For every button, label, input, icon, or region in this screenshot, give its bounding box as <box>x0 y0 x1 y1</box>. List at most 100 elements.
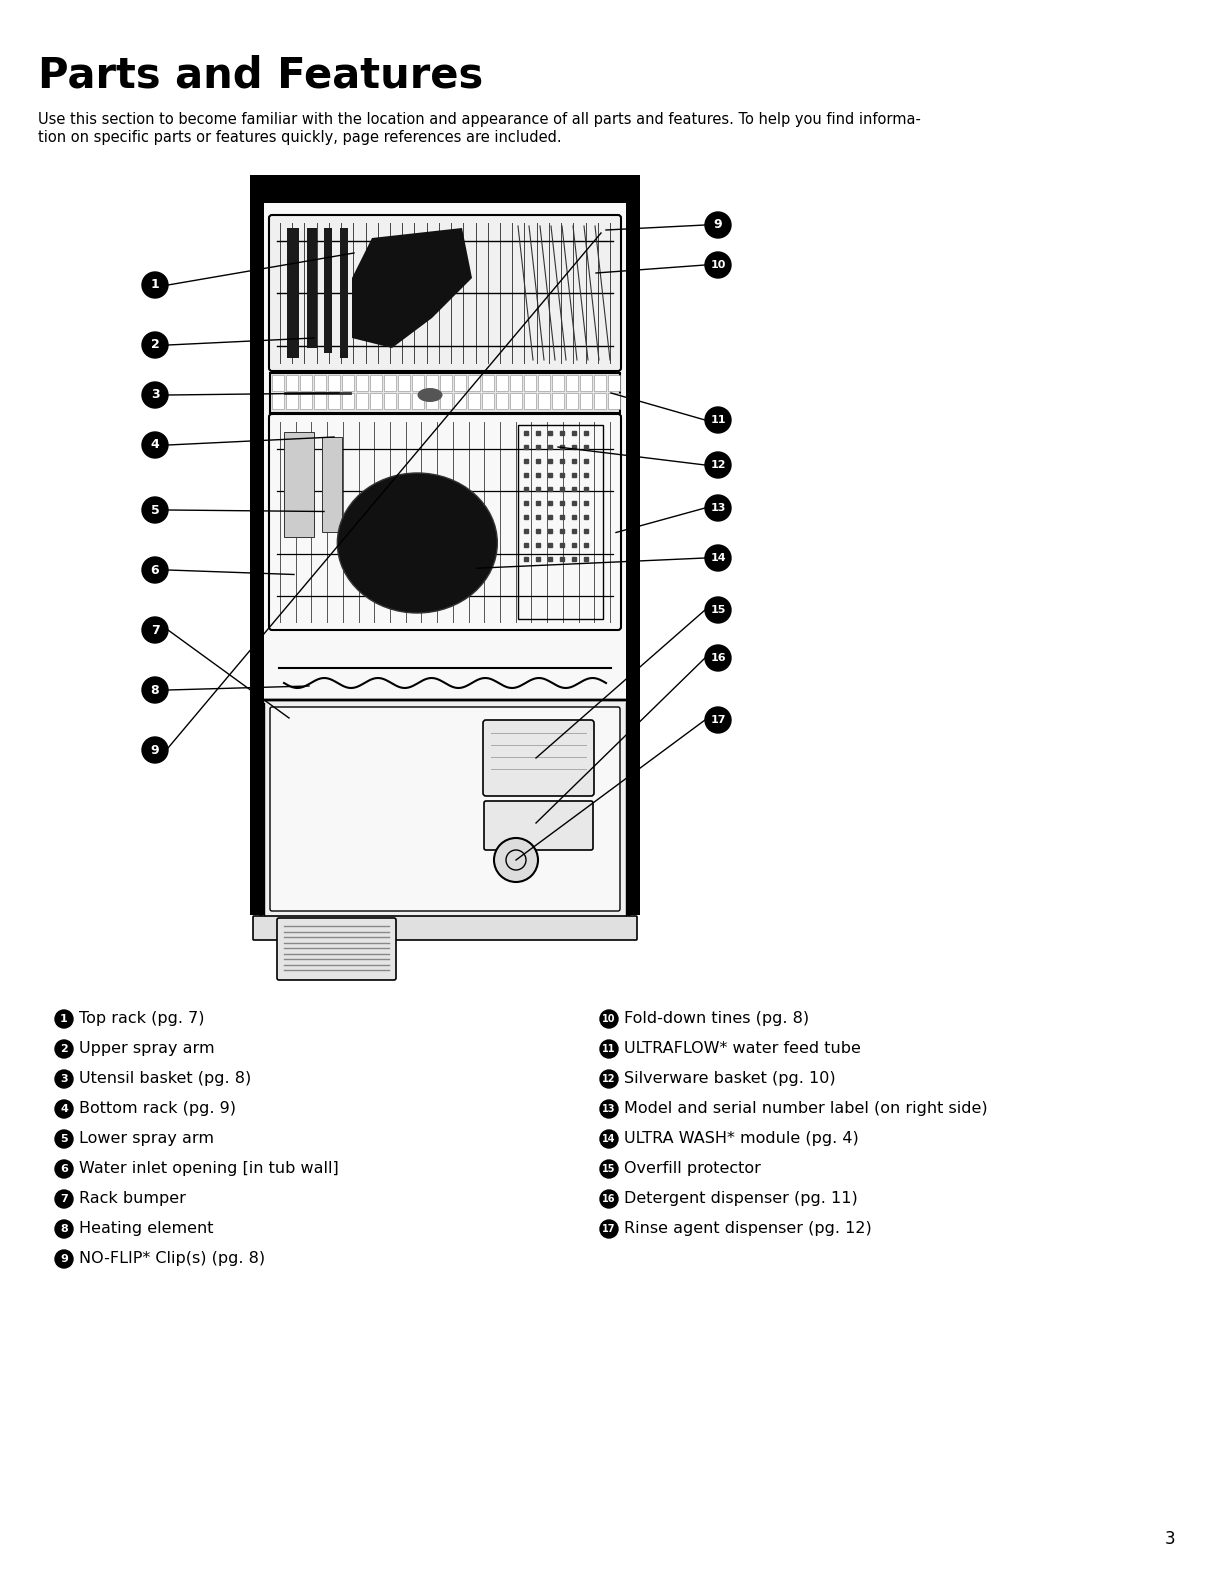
Ellipse shape <box>417 388 443 402</box>
Circle shape <box>142 332 168 358</box>
FancyBboxPatch shape <box>440 376 453 391</box>
FancyBboxPatch shape <box>284 432 315 538</box>
Circle shape <box>142 678 168 703</box>
Circle shape <box>600 1190 618 1207</box>
FancyBboxPatch shape <box>538 376 551 391</box>
Circle shape <box>142 382 168 409</box>
Text: 3: 3 <box>1164 1530 1175 1548</box>
FancyBboxPatch shape <box>524 376 536 391</box>
FancyBboxPatch shape <box>454 393 466 409</box>
Text: 11: 11 <box>603 1044 616 1053</box>
Text: 2: 2 <box>150 338 160 352</box>
FancyBboxPatch shape <box>566 393 578 409</box>
Text: 2: 2 <box>60 1044 68 1053</box>
Text: 14: 14 <box>603 1133 616 1144</box>
Text: 17: 17 <box>710 715 726 725</box>
FancyBboxPatch shape <box>398 393 410 409</box>
Text: 5: 5 <box>150 503 160 517</box>
FancyBboxPatch shape <box>468 376 480 391</box>
FancyBboxPatch shape <box>300 376 312 391</box>
Circle shape <box>142 272 168 299</box>
FancyBboxPatch shape <box>270 707 620 912</box>
FancyBboxPatch shape <box>315 393 325 409</box>
Circle shape <box>600 1220 618 1239</box>
FancyBboxPatch shape <box>356 376 368 391</box>
FancyBboxPatch shape <box>496 376 508 391</box>
FancyBboxPatch shape <box>524 393 536 409</box>
FancyBboxPatch shape <box>287 228 299 358</box>
FancyBboxPatch shape <box>272 376 284 391</box>
Text: Detergent dispenser (pg. 11): Detergent dispenser (pg. 11) <box>624 1192 858 1206</box>
Text: Heating element: Heating element <box>79 1221 213 1236</box>
Text: 5: 5 <box>60 1133 68 1144</box>
Text: 1: 1 <box>60 1014 68 1023</box>
Circle shape <box>54 1041 73 1058</box>
Text: 9: 9 <box>151 744 160 756</box>
Circle shape <box>54 1160 73 1177</box>
Text: 4: 4 <box>150 439 160 451</box>
Text: Silverware basket (pg. 10): Silverware basket (pg. 10) <box>624 1071 836 1086</box>
FancyBboxPatch shape <box>270 373 620 413</box>
FancyBboxPatch shape <box>411 393 424 409</box>
FancyBboxPatch shape <box>370 376 382 391</box>
FancyBboxPatch shape <box>509 376 522 391</box>
Text: 11: 11 <box>710 415 726 424</box>
FancyBboxPatch shape <box>261 700 629 918</box>
Text: 3: 3 <box>60 1074 68 1085</box>
FancyBboxPatch shape <box>626 203 640 915</box>
Circle shape <box>600 1041 618 1058</box>
Text: Upper spray arm: Upper spray arm <box>79 1041 214 1056</box>
Text: 7: 7 <box>150 624 160 637</box>
FancyBboxPatch shape <box>253 916 636 940</box>
FancyBboxPatch shape <box>328 393 340 409</box>
FancyBboxPatch shape <box>342 393 355 409</box>
Text: 17: 17 <box>603 1225 616 1234</box>
FancyBboxPatch shape <box>552 393 564 409</box>
FancyBboxPatch shape <box>440 393 453 409</box>
Text: 10: 10 <box>603 1014 616 1023</box>
Text: Water inlet opening [in tub wall]: Water inlet opening [in tub wall] <box>79 1162 339 1176</box>
FancyBboxPatch shape <box>250 203 264 915</box>
Circle shape <box>54 1071 73 1088</box>
Circle shape <box>705 407 731 432</box>
Text: Use this section to become familiar with the location and appearance of all part: Use this section to become familiar with… <box>38 112 921 127</box>
Circle shape <box>142 432 168 457</box>
FancyBboxPatch shape <box>482 393 494 409</box>
Text: 16: 16 <box>710 652 726 663</box>
FancyBboxPatch shape <box>538 393 551 409</box>
FancyBboxPatch shape <box>426 376 438 391</box>
Text: 13: 13 <box>603 1104 616 1115</box>
Circle shape <box>600 1071 618 1088</box>
FancyBboxPatch shape <box>607 376 620 391</box>
Circle shape <box>142 497 168 523</box>
Circle shape <box>705 252 731 278</box>
Text: Top rack (pg. 7): Top rack (pg. 7) <box>79 1011 204 1027</box>
Circle shape <box>54 1130 73 1148</box>
Circle shape <box>600 1009 618 1028</box>
FancyBboxPatch shape <box>482 376 494 391</box>
Text: 4: 4 <box>60 1104 68 1115</box>
FancyBboxPatch shape <box>496 393 508 409</box>
FancyBboxPatch shape <box>277 918 396 979</box>
Text: 9: 9 <box>60 1254 68 1264</box>
FancyBboxPatch shape <box>607 393 620 409</box>
Circle shape <box>600 1130 618 1148</box>
Text: tion on specific parts or features quickly, page references are included.: tion on specific parts or features quick… <box>38 130 561 145</box>
FancyBboxPatch shape <box>259 198 630 707</box>
FancyBboxPatch shape <box>384 393 396 409</box>
FancyBboxPatch shape <box>324 228 332 354</box>
FancyBboxPatch shape <box>580 393 592 409</box>
Circle shape <box>142 616 168 643</box>
Ellipse shape <box>338 473 497 613</box>
Text: 1: 1 <box>150 278 160 291</box>
FancyBboxPatch shape <box>315 376 325 391</box>
Text: Model and serial number label (on right side): Model and serial number label (on right … <box>624 1100 987 1116</box>
FancyBboxPatch shape <box>398 376 410 391</box>
FancyBboxPatch shape <box>307 228 317 347</box>
FancyBboxPatch shape <box>356 393 368 409</box>
Text: 10: 10 <box>710 259 726 270</box>
FancyBboxPatch shape <box>328 376 340 391</box>
Text: 8: 8 <box>60 1225 68 1234</box>
FancyBboxPatch shape <box>411 376 424 391</box>
Circle shape <box>54 1009 73 1028</box>
